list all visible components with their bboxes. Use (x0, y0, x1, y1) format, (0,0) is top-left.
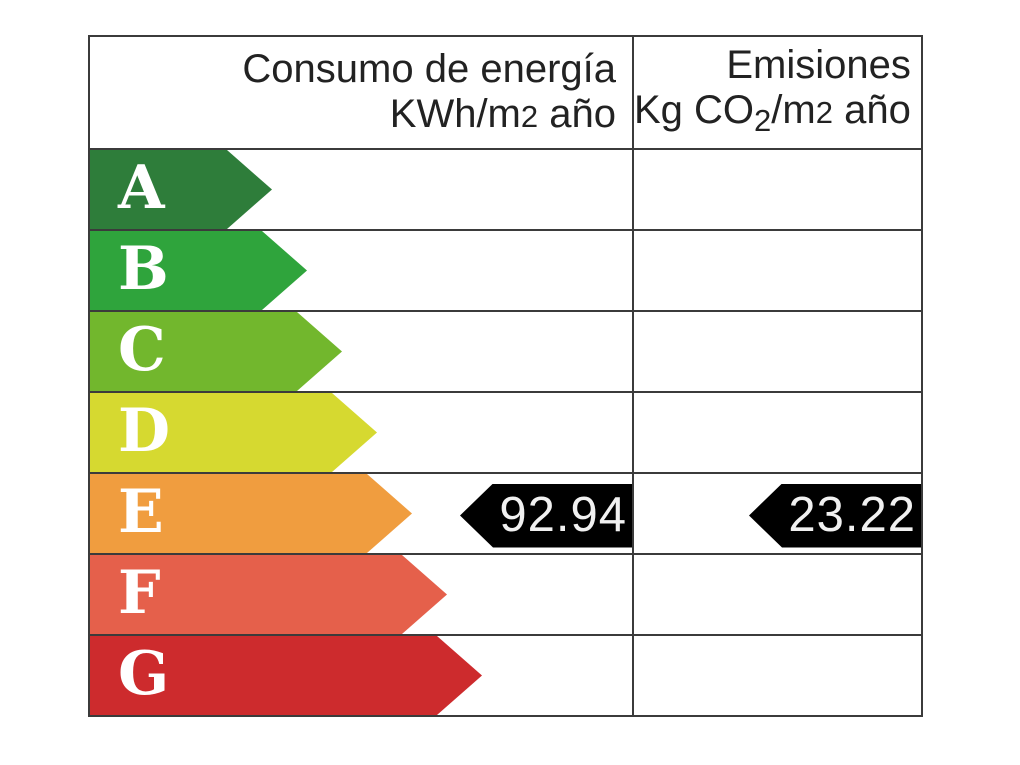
rating-letter-c: C (118, 314, 166, 385)
consumption-cell-e: E 92.94 (90, 474, 634, 553)
rating-row-b: B (90, 231, 921, 312)
rating-bar-e: E (90, 474, 412, 553)
rating-row-d: D (90, 393, 921, 474)
superscript-2: 2 (520, 98, 539, 134)
consumption-cell-f: F (90, 555, 634, 634)
rating-bar-d: D (90, 393, 377, 472)
rating-row-a: A (90, 150, 921, 231)
rating-bar-b: B (90, 231, 307, 310)
rating-rows: A B C (90, 150, 921, 715)
emissions-value: 23.22 (788, 488, 916, 542)
rating-row-e: E 92.94 23.22 (90, 474, 921, 555)
emissions-column-header: Emisiones Kg CO2/m2 año (634, 37, 927, 148)
subscript-2: 2 (754, 102, 772, 138)
emissions-value-pointer: 23.22 (749, 483, 921, 548)
consumption-cell-c: C (90, 312, 634, 391)
rating-letter-d: D (118, 395, 171, 466)
consumption-cell-b: B (90, 231, 634, 310)
emissions-unit: Kg CO2/m2 año (634, 87, 911, 138)
rating-bar-a: A (90, 150, 272, 229)
emissions-cell-b (634, 231, 921, 310)
consumption-cell-d: D (90, 393, 634, 472)
rating-letter-e: E (118, 476, 164, 547)
emissions-cell-e: 23.22 (634, 474, 921, 553)
energy-rating-table: Consumo de energía KWh/m2 año Emisiones … (88, 35, 923, 717)
consumption-column-header: Consumo de energía KWh/m2 año (90, 37, 634, 148)
rating-row-c: C (90, 312, 921, 393)
emissions-cell-f (634, 555, 921, 634)
rating-row-g: G (90, 636, 921, 715)
rating-bar-c: C (90, 312, 342, 391)
rating-letter-f: F (118, 557, 161, 628)
consumption-value: 92.94 (499, 488, 627, 542)
rating-bar-g: G (90, 636, 482, 715)
consumption-title: Consumo de energía (242, 46, 616, 91)
emissions-cell-c (634, 312, 921, 391)
emissions-cell-d (634, 393, 921, 472)
consumption-cell-g: G (90, 636, 634, 715)
superscript-2: 2 (815, 94, 833, 130)
rating-letter-g: G (118, 638, 170, 709)
emissions-title: Emisiones (726, 42, 911, 87)
emissions-cell-a (634, 150, 921, 229)
rating-bar-f: F (90, 555, 447, 634)
emissions-cell-g (634, 636, 921, 715)
consumption-value-pointer: 92.94 (460, 483, 632, 548)
rating-row-f: F (90, 555, 921, 636)
rating-letter-b: B (118, 233, 169, 304)
consumption-cell-a: A (90, 150, 634, 229)
table-header: Consumo de energía KWh/m2 año Emisiones … (90, 37, 921, 150)
consumption-unit: KWh/m2 año (389, 91, 616, 136)
rating-letter-a: A (118, 152, 165, 223)
